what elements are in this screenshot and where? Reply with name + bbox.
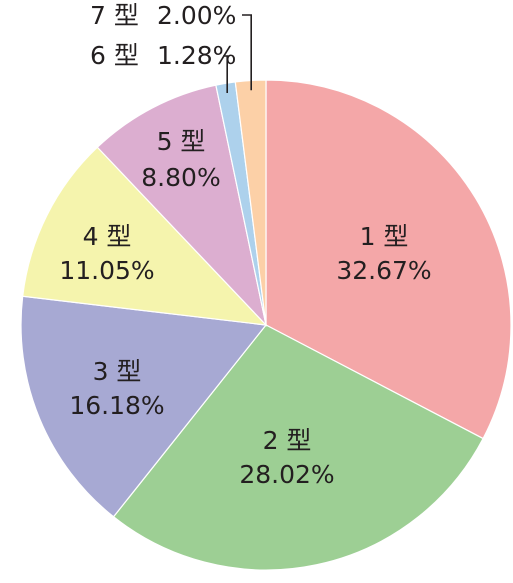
slice-label-6: 6 型 <box>90 41 139 70</box>
slice-value-4: 11.05% <box>59 256 154 285</box>
slice-label-7: 7 型 <box>90 1 139 30</box>
leader-lines <box>223 14 252 93</box>
slice-value-2: 28.02% <box>239 460 334 489</box>
slice-label-1: 1 型 <box>360 222 409 251</box>
slice-label-2: 2 型 <box>263 426 312 455</box>
pie-slice-5 <box>96 84 268 327</box>
pie-slice-4 <box>22 146 268 326</box>
leader-line-7 <box>242 14 252 91</box>
slice-label-4: 4 型 <box>83 222 132 251</box>
slice-label-3: 3 型 <box>93 357 142 386</box>
slice-label-5: 5 型 <box>157 127 206 156</box>
pie-slice-3 <box>20 295 268 518</box>
pie-slices <box>20 79 512 571</box>
slice-value-6: 1.28% <box>157 41 236 70</box>
slice-value-5: 8.80% <box>141 163 220 192</box>
slice-value-1: 32.67% <box>336 256 431 285</box>
leader-line-6 <box>223 55 228 93</box>
pie-slice-2 <box>112 324 484 571</box>
pie-slice-1 <box>265 79 512 440</box>
slice-value-3: 16.18% <box>69 391 164 420</box>
slice-value-7: 2.00% <box>157 1 236 30</box>
